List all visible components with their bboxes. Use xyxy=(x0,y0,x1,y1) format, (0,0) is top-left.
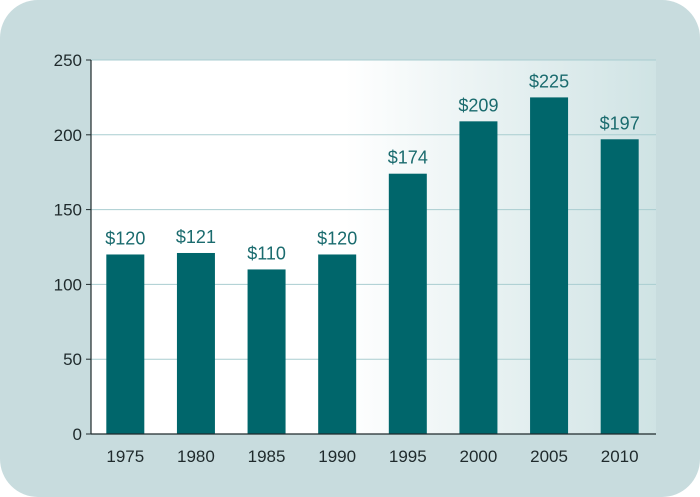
bars xyxy=(106,97,639,435)
x-tick-label-1995: 1995 xyxy=(389,447,427,466)
x-tick-labels: 1975 1980 1985 1990 1995 2000 2005 2010 xyxy=(106,447,638,466)
x-tick-label-1980: 1980 xyxy=(177,447,215,466)
bar-1980 xyxy=(176,252,215,434)
y-tick-label-100: 100 xyxy=(54,275,82,294)
x-tick-label-2010: 2010 xyxy=(601,447,639,466)
y-tick-label-150: 150 xyxy=(54,201,82,220)
data-label-1995: $174 xyxy=(388,148,428,168)
data-label-1975: $120 xyxy=(105,228,145,248)
data-label-2010: $197 xyxy=(600,113,640,133)
data-label-1980: $121 xyxy=(176,227,216,247)
x-tick-label-1975: 1975 xyxy=(106,447,144,466)
axes xyxy=(90,60,656,435)
data-labels: $120 $121 $110 $120 $174 $209 $225 $197 xyxy=(105,71,639,263)
y-tick-label-200: 200 xyxy=(54,126,82,145)
bar-1990 xyxy=(318,254,357,434)
bar-1995 xyxy=(388,173,427,435)
bar-2010 xyxy=(600,139,639,434)
x-tick-label-1985: 1985 xyxy=(248,447,286,466)
x-tick-label-2005: 2005 xyxy=(530,447,568,466)
bar-1975 xyxy=(106,254,145,434)
y-tick-label-50: 50 xyxy=(63,350,82,369)
y-tick-label-0: 0 xyxy=(73,425,82,444)
x-tick-label-1990: 1990 xyxy=(318,447,356,466)
plot-area xyxy=(91,60,656,434)
data-label-2000: $209 xyxy=(458,95,498,115)
bar-2005 xyxy=(530,97,569,435)
bar-2000 xyxy=(459,121,498,434)
y-tick-label-250: 250 xyxy=(54,51,82,70)
x-tick-label-2000: 2000 xyxy=(460,447,498,466)
bar-1985 xyxy=(247,269,286,434)
data-label-1990: $120 xyxy=(317,228,357,248)
y-tick-labels: 0 50 100 150 200 250 xyxy=(54,51,91,444)
data-label-2005: $225 xyxy=(529,71,569,91)
data-label-1985: $110 xyxy=(247,243,286,263)
